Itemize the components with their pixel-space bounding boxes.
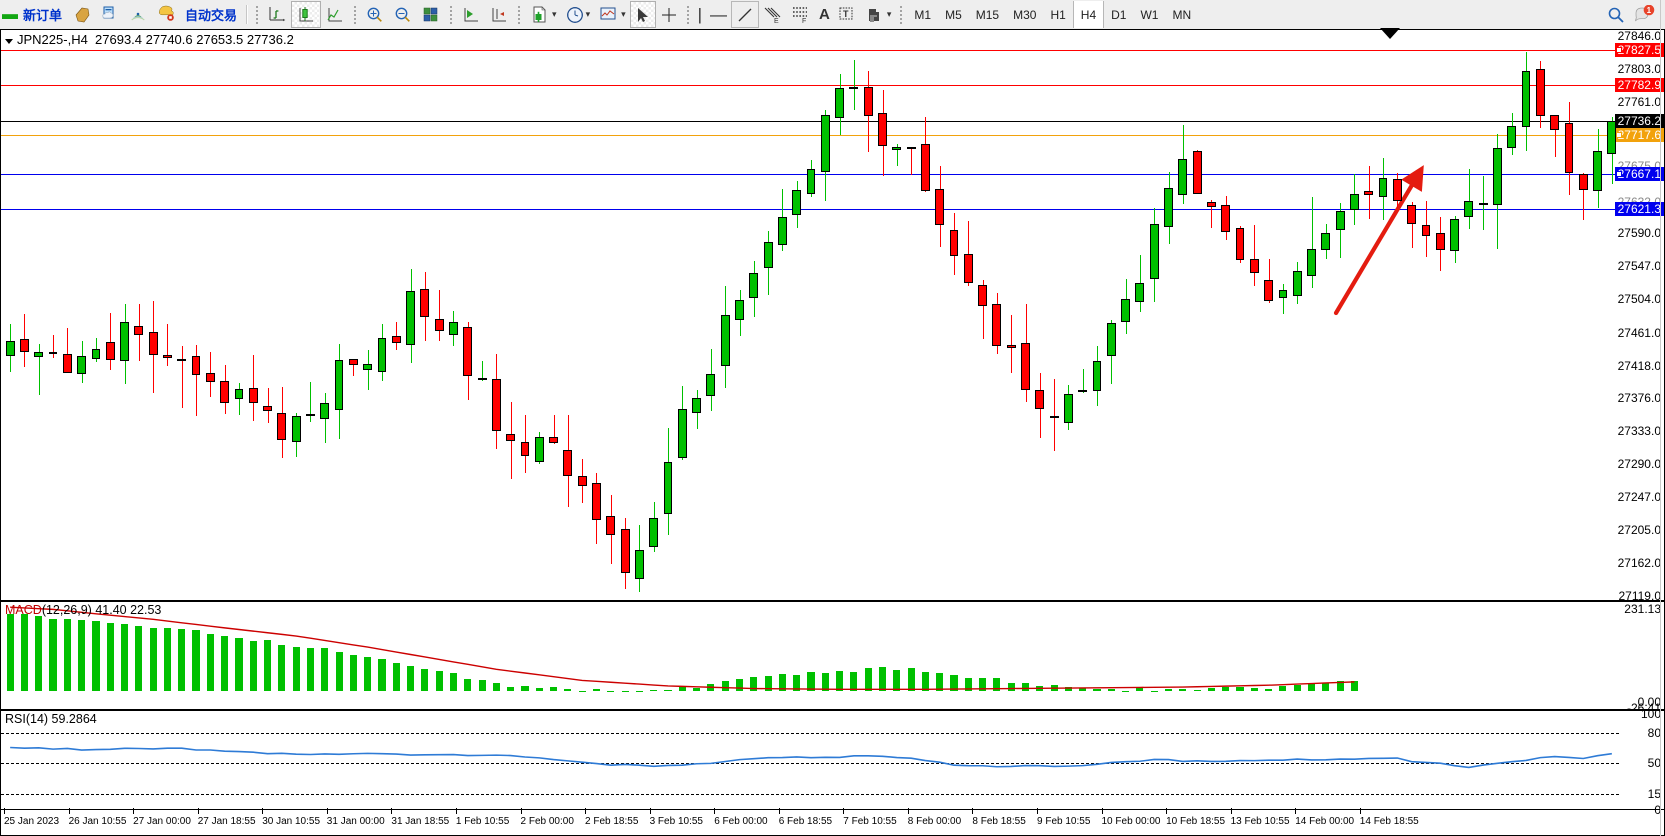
- svg-text:1: 1: [1647, 6, 1652, 15]
- svg-text:T: T: [843, 9, 849, 19]
- svg-text:F: F: [802, 18, 806, 24]
- svg-text:E: E: [774, 18, 779, 24]
